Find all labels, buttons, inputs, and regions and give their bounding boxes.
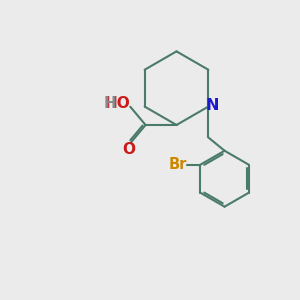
Text: N: N — [205, 98, 219, 112]
Text: O: O — [122, 142, 135, 157]
Text: HO: HO — [105, 96, 131, 111]
Text: H: H — [104, 96, 117, 111]
Text: Br: Br — [168, 157, 187, 172]
